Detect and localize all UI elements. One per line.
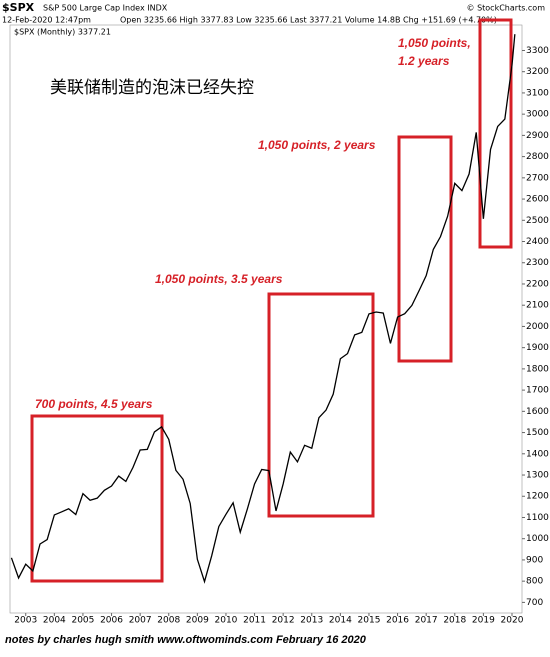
x-tick-label: 2017 [415,616,438,626]
y-tick-label: 2600 [526,195,549,205]
y-tick-label: 2800 [526,152,549,162]
y-tick-label: 2300 [526,258,549,268]
legend: $SPX (Monthly) 3377.21 [14,28,111,37]
y-tick-label: 800 [526,577,543,587]
y-tick-label: 3100 [526,88,549,98]
x-tick-label: 2013 [300,616,323,626]
y-tick-label: 1300 [526,471,549,481]
x-tick-label: 2010 [215,616,238,626]
x-tick-label: 2006 [100,616,123,626]
x-tick-label: 2019 [472,616,495,626]
timestamp: 12-Feb-2020 12:47pm [2,16,91,25]
x-tick-label: 2014 [329,616,352,626]
x-tick-label: 2012 [272,616,295,626]
annotation: 1,050 points, 2 years [258,138,376,152]
annotation-box [267,292,375,518]
annotation-box [30,414,164,583]
x-tick-label: 2007 [129,616,152,626]
y-tick-label: 1200 [526,492,549,502]
footer: notes by charles hugh smith www.oftwomin… [5,634,367,646]
y-tick-label: 2200 [526,279,549,289]
ticker: $SPX [2,1,35,14]
y-tick-label: 700 [526,598,543,608]
annotation: 1,050 points, [398,36,471,50]
y-tick-label: 1600 [526,407,549,417]
plot-frame [9,24,523,614]
y-tick-label: 1000 [526,534,549,544]
source: © StockCharts.com [467,4,546,13]
x-tick-label: 2020 [501,616,524,626]
x-tick-label: 2009 [186,616,209,626]
y-tick-label: 900 [526,555,543,565]
x-tick-label: 2003 [14,616,37,626]
x-tick-label: 2004 [43,616,66,626]
y-tick-label: 2400 [526,237,549,247]
y-tick-label: 1700 [526,386,549,396]
x-tick-label: 2008 [157,616,180,626]
x-tick-label: 2011 [243,616,266,626]
y-tick-label: 3200 [526,67,549,77]
y-tick-label: 3000 [526,110,549,120]
y-tick-label: 3300 [526,46,549,56]
annotation: 1,050 points, 3.5 years [155,272,283,286]
y-tick-label: 1400 [526,449,549,459]
y-tick-label: 2500 [526,216,549,226]
annotation-box [478,18,513,249]
quote: Open 3235.66 High 3377.83 Low 3235.66 La… [120,16,497,25]
y-tick-label: 2100 [526,301,549,311]
y-tick-label: 1100 [526,513,549,523]
x-tick-label: 2016 [386,616,409,626]
annotation-box [397,135,453,363]
chart-title: 美联储制造的泡沫已经失控 [50,78,254,98]
y-tick-label: 2000 [526,322,549,332]
y-tick-label: 1800 [526,364,549,374]
y-tick-label: 2700 [526,173,549,183]
price-line [10,34,516,584]
y-tick-label: 1500 [526,428,549,438]
x-tick-label: 2015 [358,616,381,626]
annotation: 1.2 years [398,54,450,68]
y-tick-label: 1900 [526,343,549,353]
index-name: S&P 500 Large Cap Index INDX [43,4,168,13]
x-tick-label: 2018 [443,616,466,626]
y-tick-label: 2900 [526,131,549,141]
x-tick-label: 2005 [71,616,94,626]
annotation: 700 points, 4.5 years [35,397,153,411]
